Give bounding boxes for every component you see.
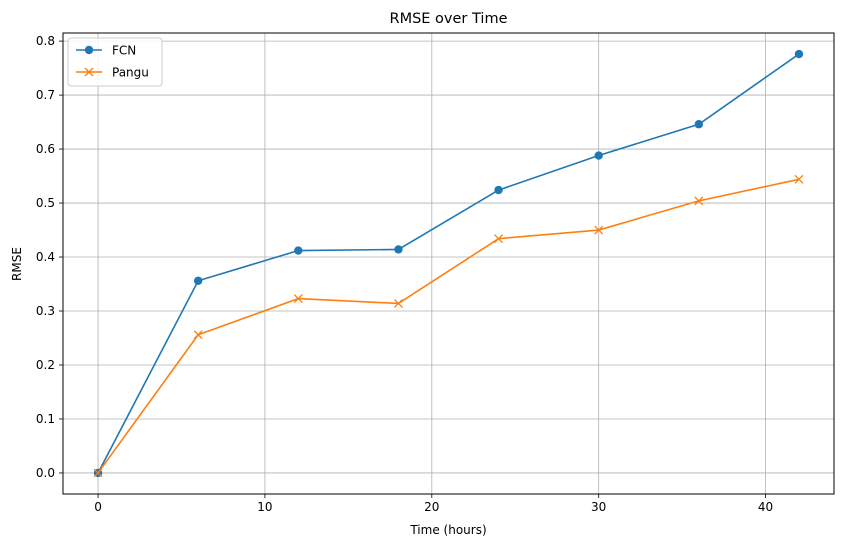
data-point-pangu bbox=[694, 196, 704, 206]
y-tick-label: 0.3 bbox=[36, 304, 55, 318]
x-tick-label: 20 bbox=[424, 500, 439, 514]
legend-pangu-marker bbox=[84, 67, 94, 77]
series-line-fcn bbox=[97, 53, 800, 474]
y-tick-label: 0.7 bbox=[36, 88, 55, 102]
data-point-pangu bbox=[494, 234, 504, 244]
x-tick-label: 40 bbox=[758, 500, 773, 514]
data-point-pangu bbox=[293, 294, 303, 304]
legend-pangu-label: Pangu bbox=[112, 66, 149, 80]
y-tick-label: 0.0 bbox=[36, 466, 55, 480]
grid bbox=[63, 33, 834, 494]
y-axis-label: RMSE bbox=[10, 247, 24, 281]
data-point-pangu bbox=[193, 330, 203, 340]
chart-title: RMSE over Time bbox=[390, 11, 508, 27]
y-tick-label: 0.5 bbox=[36, 196, 55, 210]
data-point-fcn bbox=[193, 276, 203, 285]
x-tick-label: 10 bbox=[257, 500, 272, 514]
y-tick-label: 0.8 bbox=[36, 34, 55, 48]
data-point-pangu bbox=[594, 225, 604, 235]
legend: FCN Pangu bbox=[67, 37, 163, 87]
legend-pangu-x bbox=[84, 67, 94, 77]
data-point-fcn bbox=[794, 49, 804, 59]
axis-ticks: 0 10 20 30 40 0.0 0.1 0.2 0.3 0.4 0.5 0.6 0.7 0.8 bbox=[36, 34, 773, 514]
legend-fcn-marker bbox=[84, 45, 94, 55]
y-tick-label: 0.4 bbox=[36, 250, 55, 264]
data-point-fcn bbox=[694, 120, 704, 129]
data-point-pangu bbox=[794, 174, 804, 184]
x-tick-label: 30 bbox=[591, 500, 606, 514]
data-point-fcn bbox=[594, 151, 603, 160]
series-line-pangu bbox=[97, 178, 800, 474]
series-group bbox=[93, 49, 804, 478]
data-point-fcn bbox=[294, 246, 303, 255]
x-tick-label: 0 bbox=[94, 500, 102, 514]
legend-fcn-label: FCN bbox=[112, 44, 136, 58]
y-tick-label: 0.1 bbox=[36, 412, 55, 426]
x-axis-label: Time (hours) bbox=[409, 523, 486, 537]
plot-area-frame bbox=[62, 32, 835, 495]
y-tick-label: 0.6 bbox=[36, 142, 55, 156]
data-point-pangu bbox=[93, 468, 103, 478]
data-point-fcn bbox=[394, 245, 403, 254]
y-tick-label: 0.2 bbox=[36, 358, 55, 372]
data-point-pangu bbox=[393, 298, 403, 308]
data-point-fcn bbox=[494, 185, 503, 195]
